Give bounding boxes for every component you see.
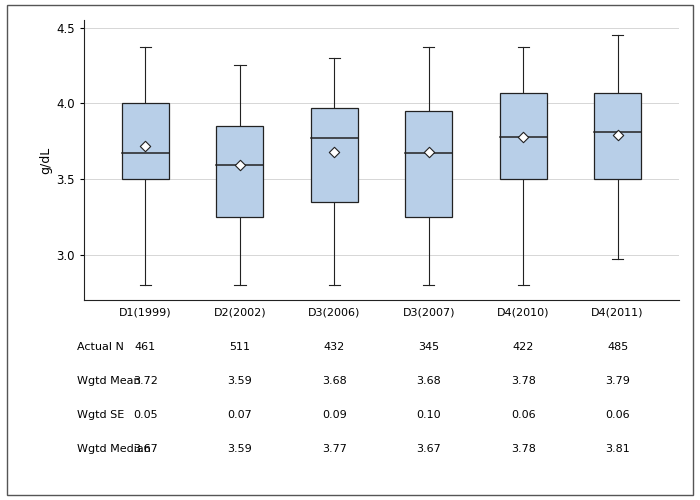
Text: 0.06: 0.06 — [606, 410, 630, 420]
Text: 0.06: 0.06 — [511, 410, 536, 420]
Text: D1(1999): D1(1999) — [119, 308, 172, 318]
Text: D3(2006): D3(2006) — [308, 308, 360, 318]
Text: 422: 422 — [512, 342, 534, 351]
Point — [234, 162, 246, 170]
Text: 511: 511 — [230, 342, 251, 351]
Text: 3.59: 3.59 — [228, 444, 252, 454]
Bar — [311, 108, 358, 202]
Text: 3.68: 3.68 — [322, 376, 346, 386]
Text: 432: 432 — [323, 342, 345, 351]
Text: D4(2010): D4(2010) — [497, 308, 550, 318]
Point — [612, 131, 623, 139]
Text: Wgtd Median: Wgtd Median — [77, 444, 151, 454]
Text: 3.67: 3.67 — [133, 444, 158, 454]
Text: Wgtd Mean: Wgtd Mean — [77, 376, 141, 386]
Text: D2(2002): D2(2002) — [214, 308, 266, 318]
Text: 3.68: 3.68 — [416, 376, 441, 386]
Text: Wgtd SE: Wgtd SE — [77, 410, 125, 420]
Y-axis label: g/dL: g/dL — [39, 146, 52, 174]
Bar — [122, 103, 169, 179]
Bar — [500, 92, 547, 179]
Point — [140, 142, 151, 150]
Text: Actual N: Actual N — [77, 342, 124, 351]
Text: 3.59: 3.59 — [228, 376, 252, 386]
Text: D4(2011): D4(2011) — [592, 308, 644, 318]
Text: 485: 485 — [607, 342, 628, 351]
Bar — [594, 92, 641, 179]
Text: 3.72: 3.72 — [133, 376, 158, 386]
Text: 3.81: 3.81 — [606, 444, 630, 454]
Text: 345: 345 — [418, 342, 440, 351]
Bar — [216, 126, 263, 217]
Text: 0.10: 0.10 — [416, 410, 441, 420]
Text: 3.79: 3.79 — [606, 376, 630, 386]
Point — [329, 148, 340, 156]
Text: 461: 461 — [135, 342, 156, 351]
Text: 3.78: 3.78 — [511, 376, 536, 386]
Point — [517, 132, 528, 140]
Text: D3(2007): D3(2007) — [402, 308, 455, 318]
Point — [423, 148, 434, 156]
Text: 3.67: 3.67 — [416, 444, 441, 454]
Bar — [405, 111, 452, 217]
Text: 3.78: 3.78 — [511, 444, 536, 454]
Text: 0.07: 0.07 — [228, 410, 252, 420]
Text: 0.09: 0.09 — [322, 410, 346, 420]
Text: 0.05: 0.05 — [133, 410, 158, 420]
Text: 3.77: 3.77 — [322, 444, 346, 454]
